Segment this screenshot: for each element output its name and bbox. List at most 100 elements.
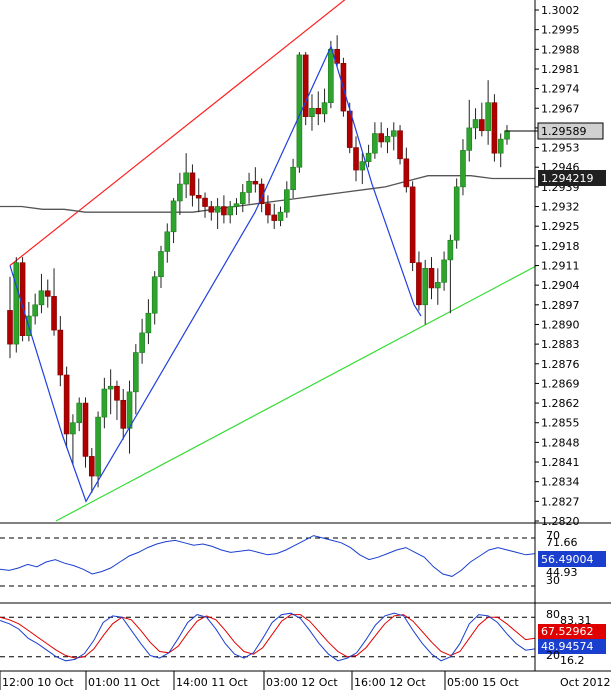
candle-body-bear [189, 172, 196, 196]
stoch-d-label: 48.94574 [541, 640, 594, 653]
price-axis: 1.3002 1.2995 1.2988 1.2981 1.2974 1.2967 1.29… [535, 4, 580, 528]
candle-body-bear [409, 186, 416, 263]
candle [239, 184, 246, 213]
candle [133, 344, 139, 415]
candle-body-bear [63, 374, 70, 435]
stoch-d-value-box: 48.94574 [538, 639, 606, 654]
price-tick-label: 1.2988 [541, 43, 580, 56]
candle [252, 167, 259, 193]
current-price-box: 1.29589 [505, 122, 604, 140]
candle-body-bull [70, 422, 76, 435]
candle [290, 158, 296, 199]
price-tick-label: 1.2967 [541, 102, 580, 115]
candle-body-bull [441, 259, 447, 283]
price-tick-label: 1.2925 [541, 220, 580, 233]
candle-body-bull [164, 231, 171, 252]
candle [208, 200, 215, 221]
candle-body-bull [214, 206, 221, 213]
candle [384, 127, 391, 154]
rsi-panel [0, 522, 611, 587]
candle [378, 122, 384, 148]
candle [246, 172, 252, 204]
candle-body-bear [258, 183, 265, 205]
price-tick-label: 1.2876 [541, 358, 580, 371]
candle [107, 369, 114, 415]
candle-body-bull [145, 312, 152, 334]
stochastic-lines [0, 612, 536, 662]
price-tick-label: 1.2904 [541, 279, 580, 292]
candle-body-bull [95, 416, 101, 477]
candle-body-bull [472, 119, 479, 129]
candle [441, 251, 447, 291]
candle-body-bull [328, 49, 334, 103]
candle [7, 276, 13, 359]
candle-body-bull [434, 282, 441, 289]
price-tick-label: 1.2932 [541, 201, 580, 214]
candle-body-bear [397, 130, 403, 160]
stoch-label-max: 83.31 [560, 614, 592, 627]
candle [416, 251, 422, 311]
candle-body-bear [221, 206, 227, 216]
candle-body-bull [359, 161, 366, 171]
candle [120, 389, 127, 440]
candle-body-bear [195, 195, 202, 199]
candle [158, 245, 164, 288]
candle-body-bear [334, 49, 340, 64]
candle-body-bear [120, 399, 127, 429]
candle [151, 271, 158, 325]
stoch-k-value-box: 67.52962 [538, 624, 606, 639]
candle-body-bull [170, 200, 177, 233]
candle [309, 94, 315, 131]
candle-body-bull [309, 107, 315, 117]
candle [233, 198, 240, 215]
candle [403, 147, 410, 193]
rsi-current-label: 56.49004 [541, 553, 594, 566]
price-tick-label: 1.2848 [541, 436, 580, 449]
year-label: Oct 2012 [560, 676, 611, 689]
time-tick-label: 14:00 11 Oct [176, 676, 248, 689]
time-tick-label: 05:00 15 Oct [447, 676, 519, 689]
rsi-lines [0, 535, 536, 587]
price-tick-label: 1.2820 [541, 515, 580, 528]
candle [63, 366, 70, 448]
candle-body-bull [177, 183, 183, 202]
stochastic-panel [0, 602, 611, 662]
candle-body-bear [57, 329, 64, 376]
lower-channel-line [55, 264, 538, 522]
candle-body-bull [284, 189, 290, 213]
time-tick-label: 12:00 10 Oct [2, 676, 74, 689]
candle-body-bull [460, 150, 466, 188]
candle-body-bull [365, 152, 372, 162]
stoch-k-label: 67.52962 [541, 625, 594, 638]
candle [422, 259, 429, 325]
candle [227, 200, 233, 224]
candle [447, 234, 454, 314]
candle [472, 108, 479, 140]
candle [497, 133, 504, 168]
ma-value-box: 1.294219 [538, 170, 606, 186]
price-tick-label: 1.2981 [541, 63, 580, 76]
price-tick-label: 1.2883 [541, 338, 580, 351]
candle [491, 94, 498, 162]
time-tick-label: 01:00 11 Oct [88, 676, 160, 689]
candle [460, 139, 466, 196]
stoch-label-min: 16.2 [560, 654, 585, 667]
candle-body-bear [416, 262, 422, 306]
candle-body-bull [151, 276, 158, 314]
candle-body-bear [491, 102, 498, 154]
price-tick-label: 1.2855 [541, 417, 580, 430]
price-tick-label: 1.2862 [541, 397, 580, 410]
channel-lines [9, 0, 538, 522]
candle-body-bear [428, 268, 435, 289]
candle-body-bear [51, 296, 57, 331]
candle-body-bear [265, 203, 271, 216]
time-tick-label: 16:00 12 Oct [354, 676, 426, 689]
price-tick-label: 1.2827 [541, 495, 580, 508]
candle-body-bear [44, 290, 51, 297]
candle-body-bull [504, 130, 510, 140]
candle [51, 268, 57, 336]
candle [479, 102, 485, 137]
price-tick-label: 1.2953 [541, 142, 580, 155]
candle-body-bull [139, 332, 145, 353]
